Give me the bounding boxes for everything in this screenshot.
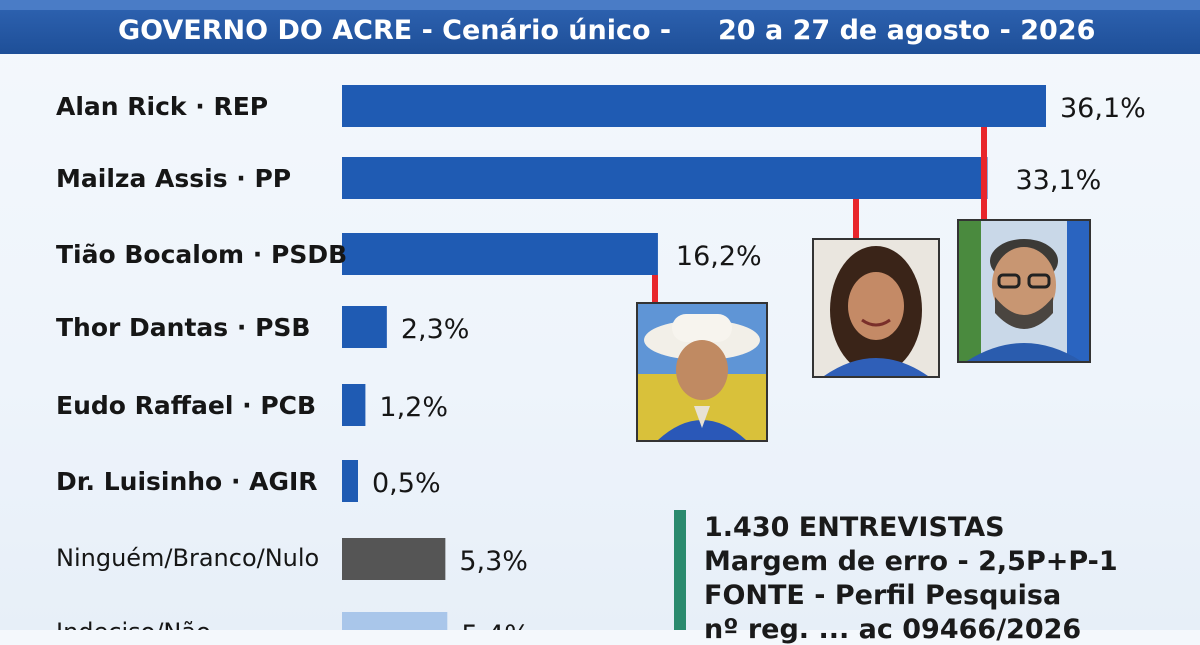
bar-3 xyxy=(342,306,387,348)
bar-1 xyxy=(342,157,988,199)
mailza-assis-photo xyxy=(812,238,940,378)
bar-0 xyxy=(342,85,1046,127)
category-label-7: Indeciso/Não xyxy=(56,618,211,630)
value-label-0: 36,1% xyxy=(1060,93,1146,124)
poll-bar-chart: Alan Rick · REP 36,1% Mailza Assis · PP 33,… xyxy=(56,85,1146,630)
header-banner: GOVERNO DO ACRE - Cenário único - 20 a 2… xyxy=(0,0,1200,54)
bar-2 xyxy=(342,233,658,275)
value-label-6: 5,3% xyxy=(459,546,528,577)
value-label-7: 5,4% xyxy=(461,620,530,630)
category-label-1: Mailza Assis · PP xyxy=(56,164,291,193)
header-title: GOVERNO DO ACRE - Cenário único - xyxy=(118,15,672,46)
value-label-4: 1,2% xyxy=(379,392,448,423)
bar-6 xyxy=(342,538,446,580)
info-accent-bar xyxy=(674,510,686,630)
category-label-6: Ninguém/Branco/Nulo xyxy=(56,544,319,572)
alan-rick-photo xyxy=(957,219,1091,363)
info-margin: Margem de erro - 2,5P+P-1 xyxy=(704,546,1118,577)
bar-5 xyxy=(342,460,358,502)
category-label-5: Dr. Luisinho · AGIR xyxy=(56,467,318,496)
bar-7 xyxy=(342,612,448,630)
info-interviews: 1.430 ENTREVISTAS xyxy=(704,512,1005,543)
tiao-bocalom-photo xyxy=(636,302,768,442)
value-label-3: 2,3% xyxy=(401,314,470,345)
value-label-1: 33,1% xyxy=(1015,165,1101,196)
person-icon xyxy=(814,240,938,376)
category-label-3: Thor Dantas · PSB xyxy=(56,313,310,342)
survey-info-box: 1.430 ENTREVISTAS Margem de erro - 2,5P+… xyxy=(674,510,1194,645)
category-label-0: Alan Rick · REP xyxy=(56,92,268,121)
info-source: FONTE - Perfil Pesquisa xyxy=(704,580,1062,611)
connector-tiao-bocalom xyxy=(652,275,658,302)
connector-mailza-assis xyxy=(853,199,859,238)
category-label-2: Tião Bocalom · PSDB xyxy=(56,240,347,269)
category-label-4: Eudo Raffael · PCB xyxy=(56,391,316,420)
header-date: 20 a 27 de agosto - 2026 xyxy=(718,15,1096,46)
person-hat-icon xyxy=(638,304,766,440)
value-label-5: 0,5% xyxy=(372,468,441,499)
bar-4 xyxy=(342,384,366,426)
header-top-strip xyxy=(0,0,1200,10)
person-glasses-icon xyxy=(959,221,1089,361)
connector-alan-rick xyxy=(981,127,987,219)
value-label-2: 16,2% xyxy=(676,241,762,272)
